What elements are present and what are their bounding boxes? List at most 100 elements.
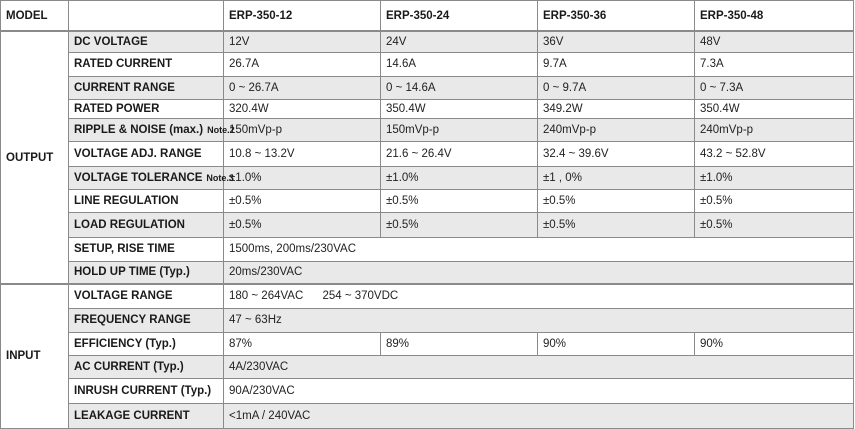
row-label: FREQUENCY RANGE	[68, 307, 224, 333]
spec-row: VOLTAGE TOLERANCE Note.3 ±1.0% ±1.0% ±1 , 0%…	[1, 165, 854, 190]
value-cell: 320.4W	[223, 98, 381, 119]
spec-row: LOAD REGULATION ±0.5% ±0.5% ±0.5% ±0.5%	[1, 211, 854, 238]
value-cell-span: 1500ms, 200ms/230VAC	[223, 236, 854, 262]
value-cell: 350.4W	[380, 98, 538, 119]
model-header: ERP-350-36	[537, 0, 695, 32]
model-header: ERP-350-24	[380, 0, 538, 32]
spec-row: CURRENT RANGE 0 ~ 26.7A 0 ~ 14.6A 0 ~ 9.7A 0…	[1, 75, 854, 100]
model-label: MODEL	[0, 0, 69, 32]
spec-row: LINE REGULATION ±0.5% ±0.5% ±0.5% ±0.5%	[1, 188, 854, 213]
row-label: LINE REGULATION	[68, 188, 224, 213]
spec-row: SETUP, RISE TIME 1500ms, 200ms/230VAC	[1, 236, 854, 262]
row-label-text: LINE REGULATION	[74, 194, 179, 207]
value-cell: ±1.0%	[380, 165, 538, 190]
row-label-text: VOLTAGE RANGE	[74, 290, 173, 303]
value-cell: 10.8 ~ 13.2V	[223, 140, 381, 167]
header-blank	[68, 0, 224, 32]
value-cell: 26.7A	[223, 51, 381, 77]
header-row: MODEL ERP-350-12 ERP-350-24 ERP-350-36 E…	[0, 0, 854, 32]
spec-row: LEAKAGE CURRENT <1mA / 240VAC	[1, 402, 854, 429]
spec-row: HOLD UP TIME (Typ.) 20ms/230VAC	[1, 260, 854, 285]
value-cell: ±1.0%	[694, 165, 854, 190]
row-label-text: RATED CURRENT	[74, 58, 173, 70]
note-ref: Note.3	[206, 172, 234, 183]
value-cell: 240mVp-p	[537, 117, 695, 142]
value-cell: ±0.5%	[380, 188, 538, 213]
row-label: SETUP, RISE TIME	[68, 236, 224, 262]
row-label: VOLTAGE RANGE	[68, 283, 224, 309]
value-cell: 90%	[537, 331, 695, 356]
value-cell: 12V	[223, 30, 381, 53]
value-cell: ±0.5%	[223, 211, 381, 238]
row-label-text: VOLTAGE ADJ. RANGE	[74, 147, 202, 160]
row-label-text: VOLTAGE TOLERANCE	[74, 171, 203, 184]
spec-row: RATED POWER 320.4W 350.4W 349.2W 350.4W	[1, 98, 854, 119]
value-cell: 150mVp-p	[223, 117, 381, 142]
value-cell: 0 ~ 26.7A	[223, 75, 381, 100]
value-cell: 14.6A	[380, 51, 538, 77]
row-label-text: RIPPLE & NOISE (max.)	[74, 123, 204, 136]
row-label: RATED POWER	[68, 98, 224, 119]
spec-row: INPUT VOLTAGE RANGE 180 ~ 264VAC 254 ~ 370…	[0, 283, 854, 429]
row-label: DC VOLTAGE	[68, 30, 224, 53]
model-header: ERP-350-48	[694, 0, 854, 32]
value-cell: 21.6 ~ 26.4V	[380, 140, 538, 167]
value-cell: 32.4 ~ 39.6V	[537, 140, 695, 167]
value-cell: ±0.5%	[223, 188, 381, 213]
value-cell: 9.7A	[537, 51, 695, 77]
value-cell: 36V	[537, 30, 695, 53]
spec-row: RATED CURRENT 26.7A 14.6A 9.7A 7.3A	[1, 51, 854, 77]
spec-row: RIPPLE & NOISE (max.) Note.2 150mVp-p 150mV…	[1, 117, 854, 142]
value-cell: 87%	[223, 331, 381, 356]
model-header: ERP-350-12	[223, 0, 381, 32]
value-cell: ±1 , 0%	[537, 165, 695, 190]
value-cell: 240mVp-p	[694, 117, 854, 142]
value-cell-span: 180 ~ 264VAC 254 ~ 370VDC	[223, 283, 854, 309]
spec-row: EFFICIENCY (Typ.) 87% 89% 90% 90%	[1, 331, 854, 356]
spec-row: AC CURRENT (Typ.) 4A/230VAC	[1, 354, 854, 379]
row-label: RATED CURRENT	[68, 51, 224, 77]
value-cell: 0 ~ 7.3A	[694, 75, 854, 100]
value-cell: 349.2W	[537, 98, 695, 119]
row-label-text: INRUSH CURRENT (Typ.)	[74, 384, 212, 397]
input-category: INPUT	[0, 283, 69, 429]
row-label-text: DC VOLTAGE	[74, 35, 148, 48]
value-cell: ±0.5%	[537, 188, 695, 213]
row-label-text: AC CURRENT (Typ.)	[74, 360, 184, 373]
row-label: VOLTAGE TOLERANCE Note.3	[68, 165, 234, 190]
value-cell: 150mVp-p	[380, 117, 538, 142]
value-cell: ±1.0%	[223, 165, 381, 190]
row-label: INRUSH CURRENT (Typ.)	[68, 377, 224, 404]
value-cell-span: 4A/230VAC	[223, 354, 854, 379]
row-label-text: LEAKAGE CURRENT	[74, 409, 190, 422]
row-label-text: CURRENT RANGE	[74, 81, 175, 94]
row-label-text: RATED POWER	[74, 102, 160, 115]
value-cell: ±0.5%	[537, 211, 695, 238]
value-cell: ±0.5%	[694, 188, 854, 213]
output-category: OUTPUT	[0, 30, 69, 285]
row-label: HOLD UP TIME (Typ.)	[68, 260, 224, 285]
value-cell-span: 20ms/230VAC	[223, 260, 854, 285]
value-cell: 90%	[694, 331, 854, 356]
row-label: EFFICIENCY (Typ.)	[68, 331, 224, 356]
row-label: AC CURRENT (Typ.)	[68, 354, 224, 379]
value-cell: ±0.5%	[380, 211, 538, 238]
row-label: VOLTAGE ADJ. RANGE	[68, 140, 224, 167]
row-label: RIPPLE & NOISE (max.) Note.2	[68, 117, 235, 142]
row-label: CURRENT RANGE	[68, 75, 224, 100]
value-cell: 43.2 ~ 52.8V	[694, 140, 854, 167]
value-cell: ±0.5%	[694, 211, 854, 238]
spec-row: VOLTAGE ADJ. RANGE 10.8 ~ 13.2V 21.6 ~ 26.…	[1, 140, 854, 167]
value-cell-span: <1mA / 240VAC	[223, 402, 854, 429]
row-label-text: HOLD UP TIME (Typ.)	[74, 266, 190, 279]
value-cell-span: 47 ~ 63Hz	[223, 307, 854, 333]
row-label-text: LOAD REGULATION	[74, 218, 185, 231]
spec-row: OUTPUT DC VOLTAGE 12V 24V 36V 48V	[0, 30, 854, 285]
row-label-text: FREQUENCY RANGE	[74, 314, 191, 326]
spec-row: INRUSH CURRENT (Typ.) 90A/230VAC	[1, 377, 854, 404]
row-label-text: SETUP, RISE TIME	[74, 243, 175, 255]
value-cell: 350.4W	[694, 98, 854, 119]
value-cell: 89%	[380, 331, 538, 356]
value-cell-span: 90A/230VAC	[223, 377, 854, 404]
